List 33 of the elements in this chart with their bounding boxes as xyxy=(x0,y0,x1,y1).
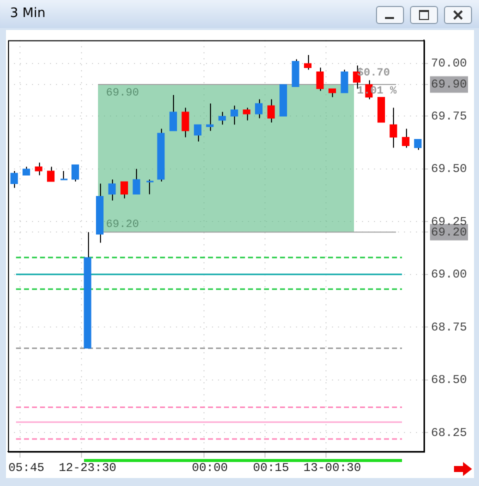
y-tick-label: 69.00 xyxy=(430,268,468,282)
candlestick xyxy=(304,54,312,70)
y-tick-label: 70.00 xyxy=(430,56,468,71)
x-tick-label: 13-00:30 xyxy=(303,460,362,475)
x-tick-label: 00:00 xyxy=(192,460,228,475)
candlestick xyxy=(120,181,128,199)
candlestick xyxy=(242,107,250,121)
y-tick-label: 68.50 xyxy=(430,373,468,388)
candlestick xyxy=(71,164,80,182)
candlestick xyxy=(267,98,275,123)
candlestick xyxy=(132,168,140,195)
x-tick-label: 00:15 xyxy=(253,460,290,475)
candlestick xyxy=(182,107,190,138)
annotation: 69.20 xyxy=(106,219,140,232)
chart-title: 3 Min xyxy=(10,6,46,21)
candlestick xyxy=(146,178,154,195)
y-tick-label: 68.25 xyxy=(430,426,468,440)
candlestick xyxy=(316,67,324,92)
annotation: 69.90 xyxy=(106,87,140,100)
y-tick-label: 69.50 xyxy=(430,162,468,176)
y-tick-label: 68.75 xyxy=(430,320,468,334)
candlestick xyxy=(292,58,300,88)
y-tick-label: 69.75 xyxy=(430,109,468,124)
candlestick xyxy=(390,107,398,148)
y-tick-label: 69.90 xyxy=(430,78,468,92)
x-tick-label: 12-23:30 xyxy=(58,460,116,475)
x-tick-label: 05:45 xyxy=(8,460,44,475)
candlestick xyxy=(402,128,410,148)
candlestick xyxy=(34,162,42,176)
candlestick xyxy=(340,69,348,94)
candlestick xyxy=(230,105,238,126)
candlestick xyxy=(169,94,178,132)
y-tick-label: 69.20 xyxy=(430,225,468,240)
